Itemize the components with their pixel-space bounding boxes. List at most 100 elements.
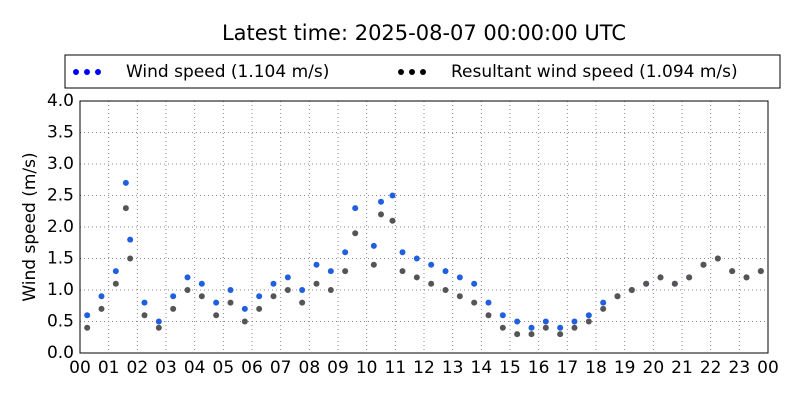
data-point (628, 287, 635, 293)
legend-marker (95, 69, 101, 75)
data-point (112, 280, 119, 287)
data-point (256, 305, 263, 312)
x-tick-label: 23 (729, 358, 751, 378)
x-tick-label: 15 (499, 358, 521, 378)
data-point (378, 211, 384, 218)
x-tick-label: 17 (557, 358, 579, 378)
data-point (389, 217, 396, 224)
data-point (542, 318, 549, 325)
data-point (327, 287, 334, 293)
x-tick-label: 10 (356, 358, 378, 378)
data-point (170, 293, 177, 300)
y-tick-label: 2.0 (47, 217, 74, 237)
data-point (485, 299, 492, 306)
data-point (370, 261, 377, 268)
data-point (127, 236, 134, 243)
data-point (471, 299, 478, 306)
data-point (600, 299, 607, 306)
y-tick-label: 0.5 (47, 312, 74, 332)
data-point (284, 274, 291, 281)
data-point (270, 293, 277, 300)
data-point (528, 324, 535, 331)
data-point (342, 249, 349, 256)
data-point (327, 268, 334, 275)
legend-marker (73, 69, 79, 75)
data-point (743, 274, 750, 281)
data-point (213, 312, 220, 319)
data-point (155, 324, 162, 331)
x-tick-label: 04 (184, 358, 206, 378)
data-point (585, 312, 592, 319)
x-tick-label: 06 (241, 358, 263, 378)
x-tick-label: 02 (127, 358, 149, 378)
data-point (299, 299, 306, 306)
data-point (198, 280, 205, 287)
data-point (84, 312, 91, 319)
data-point (155, 318, 162, 325)
x-tick-label: 21 (671, 358, 693, 378)
data-point (227, 287, 234, 293)
x-tick-label: 18 (585, 358, 607, 378)
data-point (614, 293, 621, 300)
plot-frame (79, 100, 769, 354)
x-tick-label: 16 (528, 358, 550, 378)
x-tick-label: 14 (471, 358, 493, 378)
y-axis-label: Wind speed (m/s) (20, 152, 40, 301)
data-point (313, 261, 320, 268)
x-tick-label: 09 (327, 358, 349, 378)
data-point (256, 293, 263, 300)
chart-title: Latest time: 2025-08-07 00:00:00 UTC (222, 21, 626, 45)
data-point (370, 242, 377, 249)
data-point (499, 312, 506, 319)
x-tick-label: 00 (757, 358, 779, 378)
data-point (399, 268, 406, 275)
data-point (352, 205, 359, 212)
x-tick-label: 12 (413, 358, 435, 378)
x-tick-label: 01 (98, 358, 120, 378)
y-tick-label: 2.5 (47, 186, 74, 206)
data-point (342, 268, 349, 275)
x-tick-label: 11 (385, 358, 407, 378)
data-point (686, 274, 693, 281)
legend-marker (398, 69, 404, 75)
legend-marker (84, 69, 90, 75)
legend-label: Wind speed (1.104 m/s) (126, 62, 329, 82)
data-point (141, 299, 148, 306)
x-tick-label: 20 (643, 358, 665, 378)
data-point (122, 205, 129, 212)
data-point (657, 274, 664, 281)
y-tick-label: 3.5 (47, 123, 74, 143)
x-tick-label: 07 (270, 358, 292, 378)
data-point (557, 331, 564, 338)
data-point (112, 268, 119, 275)
x-tick-label: 13 (442, 358, 464, 378)
y-tick-label: 1.5 (47, 249, 74, 269)
data-point (643, 280, 650, 287)
data-point (485, 312, 492, 319)
data-point (585, 318, 592, 325)
data-point (700, 261, 707, 268)
data-point (757, 268, 764, 275)
data-point (413, 255, 420, 262)
data-point (514, 331, 521, 338)
data-point (571, 324, 578, 331)
x-tick-label: 22 (700, 358, 722, 378)
data-point (198, 293, 205, 300)
data-point (227, 299, 234, 306)
data-point (213, 299, 220, 306)
data-point (428, 261, 435, 268)
data-point (514, 318, 521, 325)
x-tick-label: 05 (213, 358, 235, 378)
data-point (313, 280, 320, 287)
data-point (299, 287, 306, 293)
y-tick-label: 4.0 (47, 91, 74, 111)
data-point (528, 331, 535, 338)
data-point (127, 255, 134, 262)
data-point (600, 305, 607, 312)
data-point (571, 318, 578, 325)
data-point (270, 280, 277, 287)
x-tick-label: 08 (299, 358, 321, 378)
data-point (98, 293, 105, 300)
legend-marker (409, 69, 415, 75)
data-point (352, 230, 359, 237)
